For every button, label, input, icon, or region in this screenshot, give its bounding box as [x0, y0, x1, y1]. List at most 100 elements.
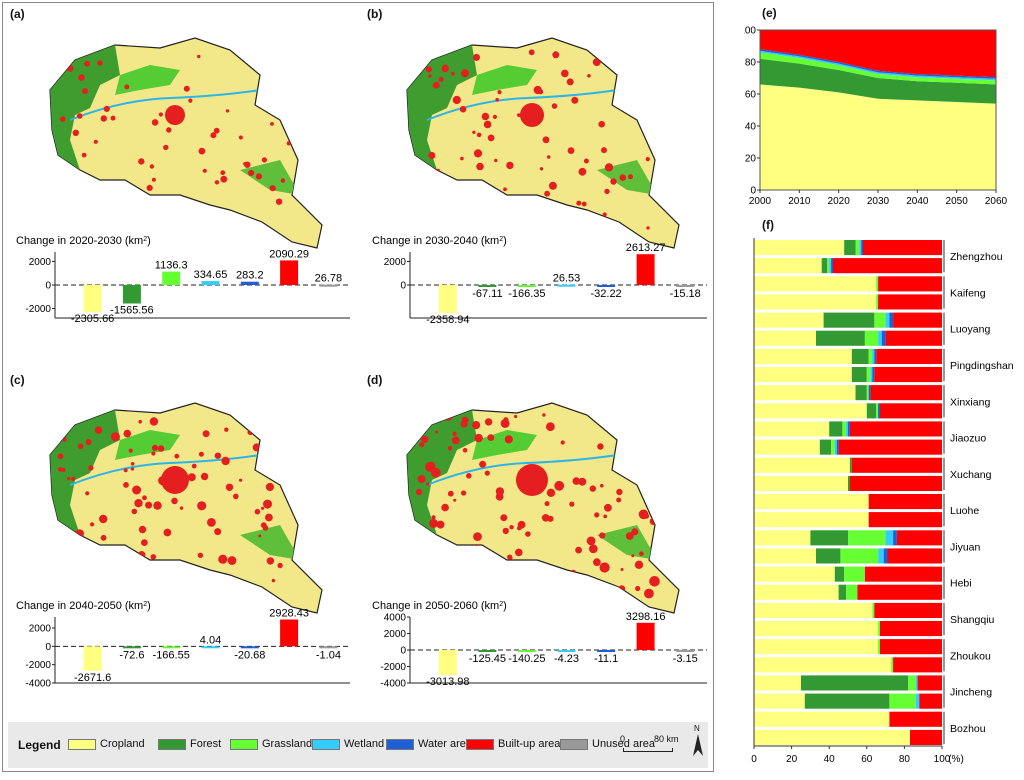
built-up-patch	[426, 482, 430, 486]
built-up-patch	[171, 497, 178, 505]
built-up-patch	[599, 562, 610, 573]
built-up-patch	[528, 49, 535, 56]
built-up-patch	[183, 85, 190, 92]
built-up-patch	[583, 158, 589, 164]
bar-segment-forest	[801, 675, 909, 691]
bar-segment-grassland	[846, 584, 858, 600]
built-up-patch	[146, 184, 153, 191]
row-label: Kaifeng	[950, 287, 986, 299]
bar-segment-cropland	[754, 258, 822, 274]
bar-segment-cropland	[754, 729, 910, 745]
built-up-patch	[82, 88, 88, 95]
bar-segment-grassland	[878, 639, 880, 655]
bar-segment-built-up-area	[880, 639, 942, 655]
built-up-patch	[261, 157, 267, 163]
data-label: -166.35	[508, 288, 545, 300]
built-up-patch	[649, 576, 660, 587]
bar-segment-built-up-area	[893, 312, 942, 328]
built-up-patch	[72, 129, 79, 136]
built-up-patch	[97, 60, 103, 66]
built-up-patch	[197, 552, 204, 558]
bar-forest	[478, 285, 497, 287]
built-up-patch	[198, 147, 206, 155]
bar-segment-built-up-area	[870, 385, 942, 401]
built-up-patch	[460, 156, 464, 161]
built-up-patch	[566, 78, 574, 86]
built-up-patch	[604, 503, 612, 512]
bar-unused-area	[319, 284, 338, 287]
north-arrow-icon: N	[692, 724, 704, 758]
bar-segment-built-up-area	[889, 711, 942, 727]
built-up-patch	[541, 514, 550, 522]
bar-segment-built-up-area	[880, 621, 942, 637]
built-up-patch	[472, 421, 481, 430]
panel-f-label: (f)	[762, 218, 774, 232]
built-up-patch	[262, 525, 269, 531]
built-up-patch	[213, 127, 220, 134]
bar-segment-grassland	[889, 693, 916, 709]
bar-segment-built-up-area	[838, 439, 942, 455]
data-label: 283.2	[236, 270, 264, 282]
bar-segment-cropland	[754, 330, 816, 346]
bar-wetland	[201, 646, 220, 649]
built-up-patch	[417, 475, 426, 484]
data-label: -32.22	[590, 288, 621, 300]
bar-cropland	[83, 646, 102, 671]
built-up-patch	[225, 483, 234, 491]
bar-segment-built-up-area	[919, 693, 942, 709]
built-up-patch	[542, 413, 546, 417]
bar-segment-water-area	[868, 385, 871, 401]
built-up-patch	[459, 105, 467, 113]
bar-segment-cropland	[754, 457, 850, 473]
built-up-patch	[93, 139, 98, 144]
built-up-patch	[487, 434, 495, 441]
built-up-patch	[500, 514, 508, 522]
bar-grassland	[517, 285, 536, 287]
built-up-patch	[502, 527, 509, 535]
row-label: Jiaozuo	[950, 433, 986, 445]
data-label: -72.6	[119, 649, 144, 661]
map-panels	[49, 37, 680, 614]
built-up-patch	[286, 141, 291, 146]
legend-label: Cropland	[100, 738, 145, 750]
bar-segment-cropland	[754, 602, 873, 618]
bar-segment-cropland	[754, 385, 856, 401]
area-cropland	[760, 84, 996, 190]
bar-segment-grassland	[868, 348, 873, 364]
river	[426, 89, 618, 121]
bar-segment-forest	[823, 312, 875, 328]
built-up-patch	[435, 430, 439, 434]
legend-item-water-area: Water area	[386, 738, 472, 750]
legend-label: Built-up area	[498, 738, 561, 750]
built-up-patch	[604, 163, 614, 172]
built-up-patch	[84, 60, 90, 67]
panel-a-label: (a)	[10, 7, 25, 21]
bar-segment-grassland	[874, 312, 886, 328]
built-up-patch	[495, 487, 505, 496]
bar-segment-grassland	[840, 548, 879, 564]
bar-segment-cropland	[754, 494, 869, 510]
bar-segment-water-area	[878, 403, 880, 419]
data-label: -3.15	[673, 653, 698, 665]
built-up-patch	[436, 520, 445, 529]
built-up-patch	[145, 501, 153, 509]
built-up-patch	[537, 88, 544, 95]
data-label: 2090.29	[269, 248, 309, 260]
y-tick-label: 0	[45, 281, 51, 292]
scale-bar: 0 80 km	[620, 734, 686, 760]
bar-grassland	[162, 271, 181, 285]
built-up-patch	[494, 158, 498, 163]
legend-swatch	[466, 738, 494, 750]
built-up-patch	[103, 105, 110, 112]
built-up-patch	[214, 452, 222, 459]
bar-unused-area	[676, 650, 695, 652]
built-up-patch	[255, 173, 262, 180]
bar-wetland	[201, 281, 220, 285]
bar-segment-grassland	[848, 530, 886, 546]
y-tick-label: -4000	[25, 679, 51, 690]
bar-wetland	[557, 284, 576, 287]
built-up-patch	[99, 514, 108, 524]
legend-label: Water area	[418, 738, 473, 750]
data-label: 1136.3	[155, 260, 188, 272]
built-up-patch	[466, 473, 472, 479]
